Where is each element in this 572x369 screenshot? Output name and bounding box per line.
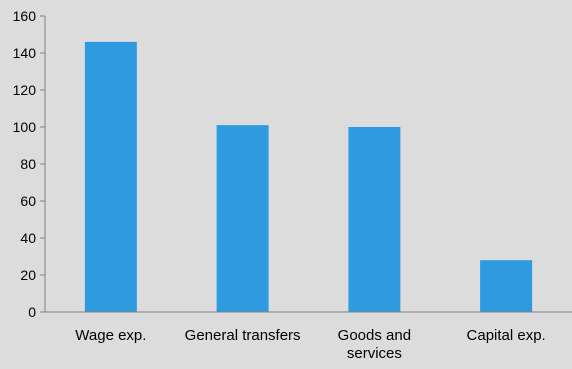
y-tick-label: 120 [13, 82, 37, 98]
x-category-label-line: Capital exp. [467, 327, 546, 344]
bar [348, 127, 401, 312]
y-tick-label: 100 [13, 119, 37, 135]
x-category-label-line: Wage exp. [75, 327, 146, 344]
bar [84, 41, 137, 313]
bar [480, 260, 533, 312]
y-tick-label: 140 [13, 45, 37, 61]
bar [216, 125, 269, 313]
x-category-label: Wage exp. [75, 327, 146, 344]
y-axis-ticks: 0 20 40 60 80 100 120 140 160 [13, 8, 45, 320]
x-category-label-line: General transfers [185, 327, 301, 344]
x-category-label: Goods and services [338, 327, 411, 362]
x-category-label: Capital exp. [467, 327, 546, 344]
y-tick-label: 60 [20, 193, 36, 209]
x-category-label: General transfers [185, 327, 301, 344]
y-tick-label: 80 [20, 156, 36, 172]
y-tick-label: 160 [13, 8, 37, 24]
bars [84, 41, 533, 313]
x-category-label-line: Goods and [338, 327, 411, 344]
x-axis-labels: Wage exp. General transfers Goods and servi… [75, 327, 545, 362]
y-tick-label: 40 [20, 230, 36, 246]
y-tick-label: 20 [20, 267, 36, 283]
y-tick-label: 0 [28, 304, 36, 320]
x-category-label-line: services [347, 345, 402, 362]
